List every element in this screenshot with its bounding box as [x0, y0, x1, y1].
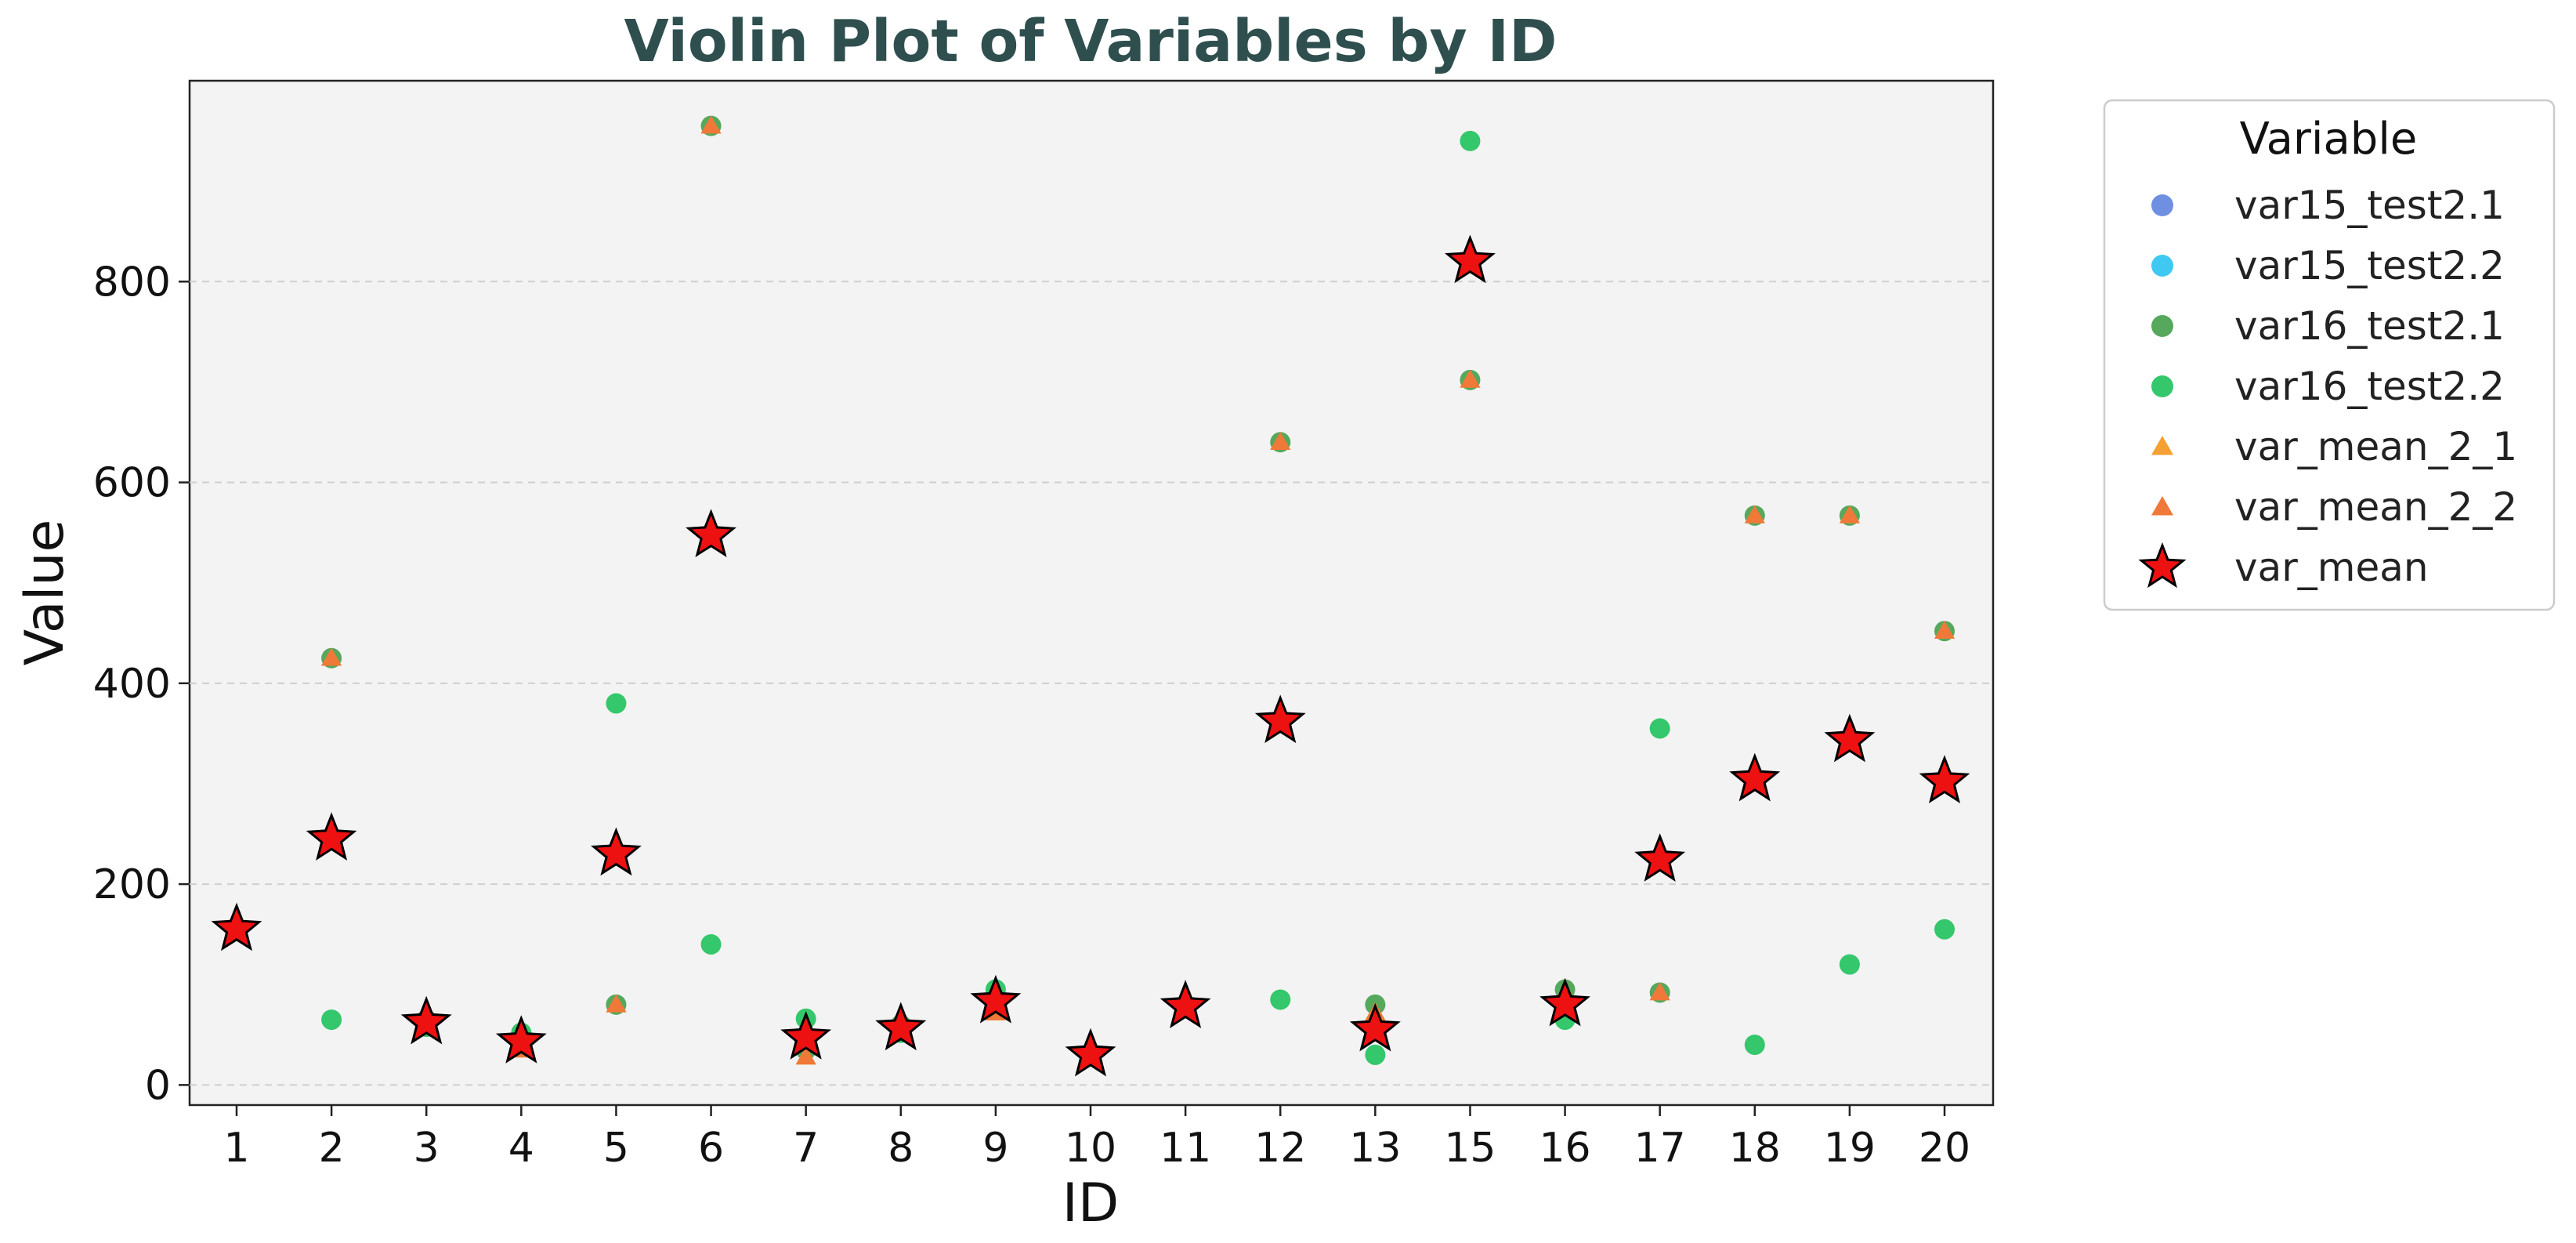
x-tick-label: 12 [1254, 1125, 1306, 1172]
data-point [875, 1002, 927, 1051]
data-point [1744, 1035, 1765, 1056]
x-tick-label: 11 [1160, 1125, 1211, 1172]
legend-marker [2151, 375, 2173, 397]
y-tick-label: 600 [93, 460, 171, 507]
data-point [1270, 989, 1291, 1010]
y-axis-ticks: 0 200 400 600 800 [93, 259, 190, 1109]
legend-label: var15_test2.2 [2234, 243, 2505, 288]
y-tick-label: 400 [93, 661, 171, 708]
data-point [1919, 755, 1970, 804]
x-tick-label: 7 [793, 1125, 819, 1172]
data-point [606, 693, 627, 714]
data-point [1839, 505, 1860, 524]
legend-items: var15_test2.1 var15_test2.2 var16_test2.1v… [2138, 183, 2517, 590]
data-point [1270, 432, 1291, 451]
x-tick-label: 3 [414, 1125, 440, 1172]
y-tick-label: 0 [145, 1062, 171, 1109]
x-tick-label: 8 [888, 1125, 914, 1172]
data-point [1445, 234, 1496, 284]
legend-label: var16_test2.1 [2234, 303, 2505, 349]
data-point [1634, 833, 1686, 882]
data-point [1460, 130, 1481, 151]
data-points [211, 115, 1970, 1077]
legend-marker [2151, 194, 2173, 216]
series-var_mean [211, 234, 1970, 1077]
x-tick-label: 2 [319, 1125, 345, 1172]
data-point [1934, 919, 1955, 940]
y-axis-label: Value [14, 520, 76, 666]
x-tick-label: 16 [1539, 1125, 1590, 1172]
x-tick-label: 18 [1729, 1125, 1781, 1172]
legend-frame [2103, 99, 2556, 611]
x-axis-label: ID [1062, 1172, 1119, 1234]
x-tick-label: 6 [698, 1125, 724, 1172]
data-point [700, 115, 722, 134]
data-point [1649, 718, 1670, 739]
data-point [495, 1015, 547, 1064]
chart-title: Violin Plot of Variables by ID [624, 8, 1558, 75]
y-tick-label: 800 [93, 259, 171, 306]
data-point [1365, 1044, 1386, 1065]
data-point [1839, 954, 1860, 975]
data-point [1744, 505, 1765, 524]
data-point [211, 902, 262, 951]
legend-label: var15_test2.1 [2234, 183, 2505, 228]
data-point [1934, 621, 1955, 639]
x-tick-label: 5 [603, 1125, 629, 1172]
legend-marker [2151, 255, 2173, 277]
data-point [321, 1009, 342, 1031]
x-tick-label: 1 [223, 1125, 249, 1172]
data-point [700, 933, 722, 955]
data-point [400, 995, 452, 1045]
x-tick-label: 15 [1444, 1125, 1496, 1172]
data-point [1349, 1002, 1401, 1052]
data-point [1649, 982, 1670, 1001]
legend-title: Variable [2240, 114, 2418, 165]
x-tick-label: 19 [1824, 1125, 1876, 1172]
x-axis-ticks: 1 2 3 4 5 6 7 8 9 10 11 12 13 15 16 17 18 19 20 [223, 1105, 1970, 1172]
x-tick-label: 13 [1349, 1125, 1401, 1172]
legend-label: var_mean [2234, 545, 2429, 590]
data-point [1539, 977, 1590, 1027]
legend: Variable var15_test2.1 var15_test2.2 var16… [2103, 99, 2556, 611]
plot-area [188, 79, 1995, 1107]
x-tick-label: 4 [508, 1125, 534, 1172]
legend-marker [2151, 436, 2173, 455]
legend-marker [2151, 496, 2173, 516]
data-point [686, 509, 736, 558]
data-point [1065, 1027, 1116, 1077]
x-tick-label: 20 [1919, 1125, 1970, 1172]
x-tick-label: 10 [1065, 1125, 1116, 1172]
legend-marker [2138, 542, 2187, 589]
legend-label: var_mean_2_2 [2234, 484, 2517, 530]
data-point [795, 1046, 816, 1065]
x-tick-label: 17 [1634, 1125, 1686, 1172]
data-point [306, 812, 357, 861]
data-point [606, 994, 627, 1013]
data-point [591, 827, 642, 876]
x-tick-label: 9 [982, 1125, 1008, 1172]
data-point [780, 1010, 832, 1060]
data-point [1160, 980, 1211, 1029]
data-point [1254, 694, 1306, 744]
data-point [1460, 369, 1481, 388]
data-point [1729, 752, 1781, 802]
legend-label: var_mean_2_1 [2234, 424, 2517, 469]
data-point [1824, 713, 1876, 763]
data-point [970, 974, 1022, 1024]
legend-label: var16_test2.2 [2234, 364, 2505, 409]
legend-marker [2151, 315, 2173, 337]
y-tick-label: 200 [93, 861, 171, 908]
data-point [321, 647, 342, 666]
